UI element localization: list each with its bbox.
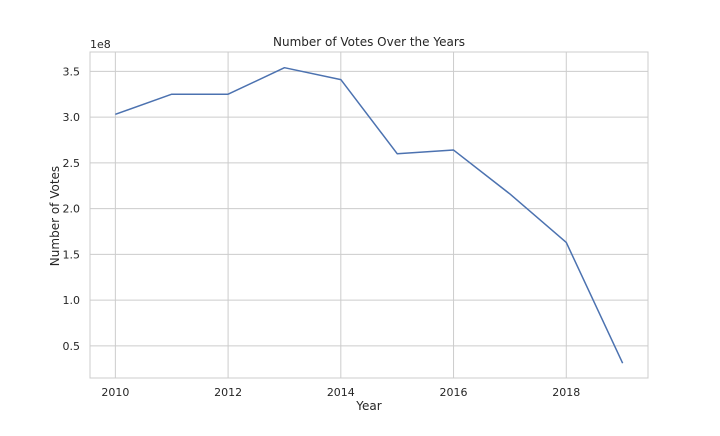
x-tick-label: 2014 [327, 386, 355, 399]
y-tick-label: 3.0 [63, 111, 81, 124]
x-tick-label: 2016 [440, 386, 468, 399]
y-axis-label: Number of Votes [48, 166, 62, 266]
y-tick-label: 2.0 [63, 203, 81, 216]
y-tick-label: 0.5 [63, 340, 81, 353]
y-axis-offset-label: 1e8 [90, 38, 111, 51]
x-tick-label: 2012 [214, 386, 242, 399]
x-tick-label: 2018 [552, 386, 580, 399]
y-tick-label: 1.0 [63, 294, 81, 307]
chart-title: Number of Votes Over the Years [273, 35, 465, 49]
y-tick-label: 3.5 [63, 65, 81, 78]
x-axis-label: Year [355, 399, 381, 413]
y-tick-label: 2.5 [63, 157, 81, 170]
y-tick-label: 1.5 [63, 248, 81, 261]
x-tick-label: 2010 [101, 386, 129, 399]
